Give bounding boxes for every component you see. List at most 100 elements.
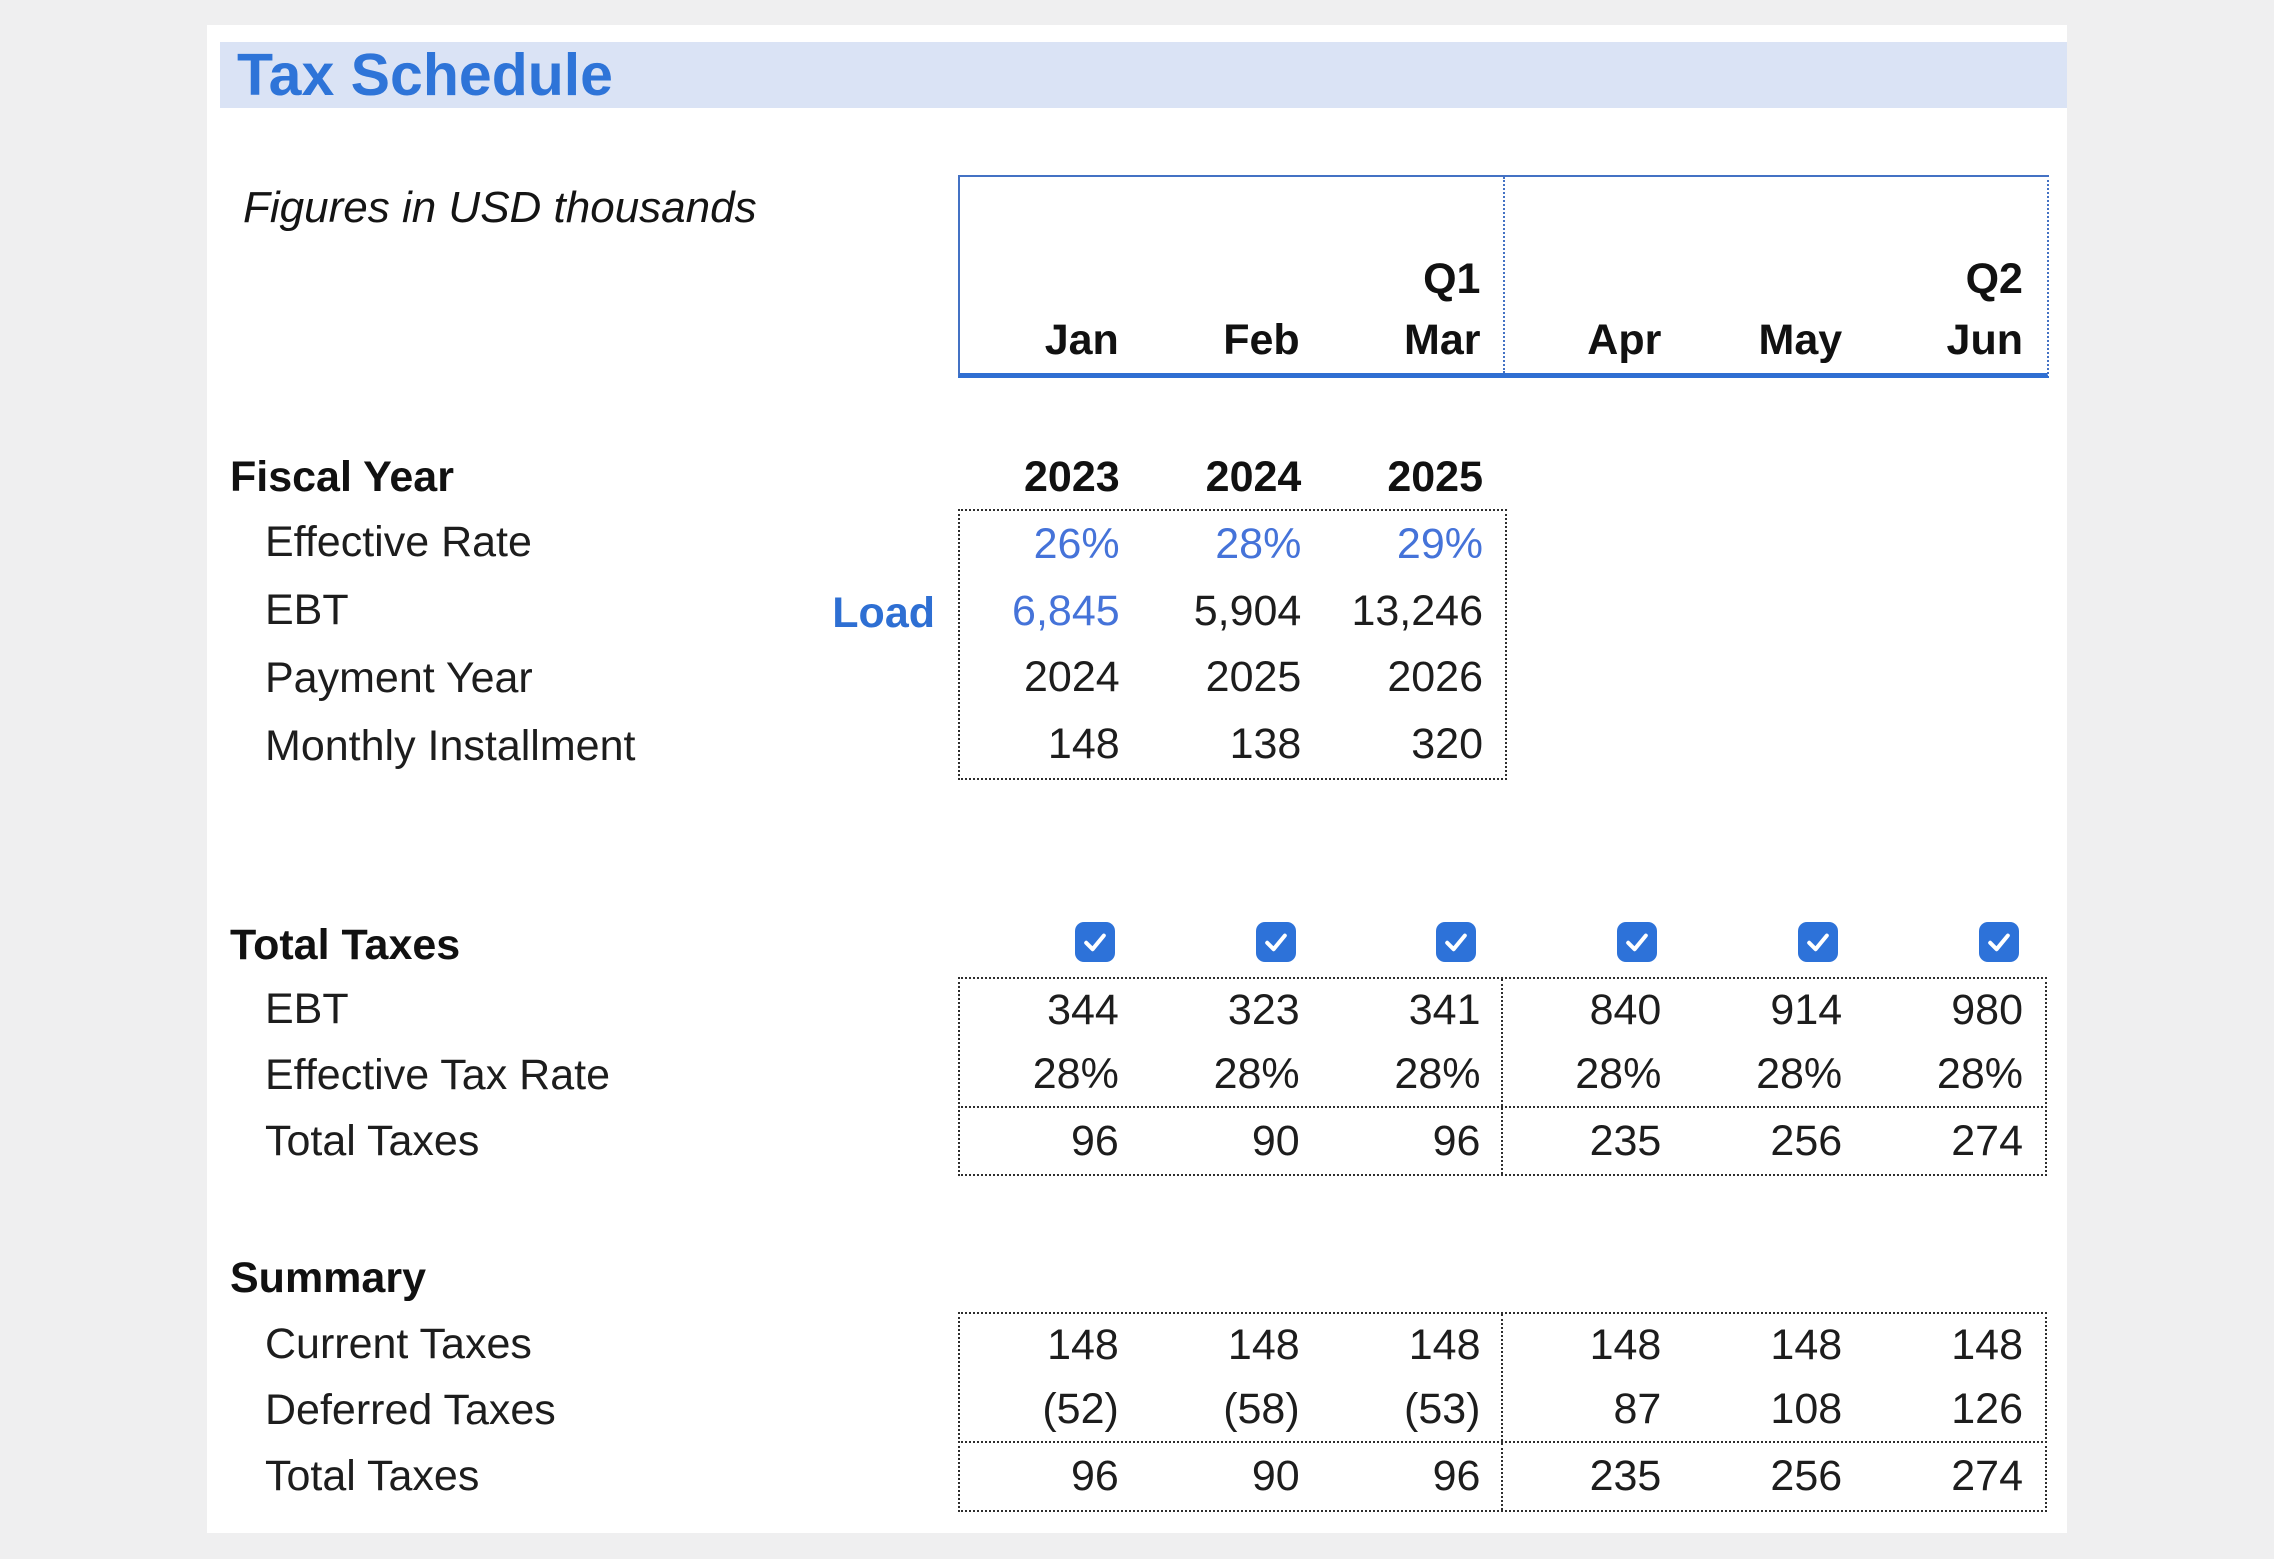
value-cell: 148 — [1770, 1321, 1843, 1370]
value-cell: 840 — [1589, 986, 1662, 1035]
value-cell[interactable]: 26% — [1033, 519, 1120, 568]
value-cell: 148 — [1408, 1321, 1481, 1370]
month-label-jun: Jun — [1946, 315, 2023, 364]
value-cell: 148 — [1951, 1321, 2023, 1370]
month-checkbox-may[interactable] — [1798, 922, 1839, 962]
month-label-jan: Jan — [1044, 315, 1119, 364]
year-label-2023: 2023 — [1023, 452, 1120, 501]
value-cell: 28% — [1936, 1049, 2023, 1098]
value-cell: 13,246 — [1351, 586, 1483, 635]
value-cell: (52) — [1042, 1384, 1119, 1433]
quarter-divider — [1503, 177, 1505, 373]
total-taxes-row-labels: EBT Effective Tax Rate — [265, 977, 610, 1108]
quarter-label-q2: Q2 — [1965, 254, 2023, 303]
value-cell: 2024 — [1023, 653, 1120, 702]
fiscal-year-data-box: 26% 28% 29% 6,845 5,904 13,246 2024 2025… — [958, 509, 1507, 780]
title-bar: Tax Schedule — [220, 42, 2067, 108]
month-label-feb: Feb — [1223, 315, 1300, 364]
summary-data-box: 148 148 148 148 148 148 (52) (58) (53) 8… — [958, 1312, 2047, 1443]
month-checkbox-jan[interactable] — [1074, 922, 1115, 962]
value-cell: 323 — [1227, 986, 1300, 1035]
value-cell: 235 — [1589, 1452, 1662, 1500]
month-checkbox-mar[interactable] — [1436, 922, 1477, 962]
value-cell: 320 — [1411, 720, 1483, 769]
value-cell: 341 — [1408, 986, 1481, 1035]
checkmark-icon — [1264, 933, 1287, 952]
total-taxes-heading: Total Taxes — [230, 920, 461, 969]
value-cell: 96 — [1070, 1116, 1119, 1165]
row-label-total-taxes: Total Taxes — [265, 1116, 480, 1165]
quarter-label-q1: Q1 — [1423, 254, 1481, 303]
year-label-2024: 2024 — [1205, 452, 1302, 501]
value-cell: 28% — [1394, 1049, 1481, 1098]
value-cell: 256 — [1770, 1452, 1843, 1500]
value-cell: 90 — [1251, 1116, 1300, 1165]
value-cell: 148 — [1047, 720, 1120, 769]
month-checkbox-apr[interactable] — [1617, 922, 1658, 962]
summary-row-labels: Current Taxes Deferred Taxes — [265, 1312, 556, 1443]
value-cell: 256 — [1770, 1116, 1843, 1165]
figures-note: Figures in USD thousands — [243, 183, 757, 232]
months-header: Q1 Q2 Jan Feb Mar Apr May Jun — [958, 175, 2049, 378]
row-label-deferred-taxes: Deferred Taxes — [265, 1385, 556, 1434]
month-label-may: May — [1758, 315, 1843, 364]
page-title: Tax Schedule — [237, 42, 613, 108]
value-cell: 274 — [1951, 1452, 2023, 1500]
month-label-apr: Apr — [1587, 315, 1662, 364]
value-cell: 980 — [1951, 986, 2023, 1035]
load-button[interactable]: Load — [832, 588, 935, 637]
month-checkbox-row — [960, 920, 2045, 964]
checkmark-icon — [1807, 933, 1829, 952]
checkmark-icon — [1626, 933, 1649, 952]
value-cell[interactable]: 28% — [1215, 519, 1302, 568]
value-cell: 108 — [1770, 1384, 1843, 1433]
value-cell: 28% — [1213, 1049, 1300, 1098]
row-label-monthly-installment: Monthly Installment — [265, 721, 636, 770]
value-cell: 148 — [1227, 1321, 1300, 1370]
value-cell: 28% — [1756, 1049, 1843, 1098]
fiscal-row-labels: Effective Rate EBT Payment Year Monthly … — [265, 509, 635, 780]
year-label-2025: 2025 — [1387, 452, 1483, 501]
summary-heading: Summary — [230, 1253, 426, 1302]
row-label-total-taxes: Total Taxes — [265, 1452, 480, 1500]
value-cell: 126 — [1951, 1384, 2023, 1433]
checkmark-icon — [1084, 933, 1106, 952]
q1-q2-divider — [1501, 1314, 1503, 1441]
row-label-effective-tax-rate: Effective Tax Rate — [265, 1050, 610, 1099]
total-taxes-data-box: 344 323 341 840 914 980 28% 28% 28% 28% … — [958, 977, 2047, 1108]
value-cell: 2025 — [1205, 653, 1302, 702]
value-cell: 28% — [1575, 1049, 1662, 1098]
value-cell: 148 — [1589, 1321, 1662, 1370]
value-cell: 96 — [1432, 1452, 1481, 1500]
q1-q2-divider — [1501, 1108, 1503, 1174]
value-cell: 235 — [1589, 1116, 1662, 1165]
row-label-effective-rate: Effective Rate — [265, 518, 532, 567]
q1-q2-divider — [1501, 979, 1503, 1106]
summary-total-box: 96 90 96 235 256 274 — [958, 1441, 2047, 1512]
value-cell: 274 — [1951, 1116, 2023, 1165]
row-label-payment-year: Payment Year — [265, 653, 533, 702]
value-cell: 148 — [1047, 1321, 1119, 1370]
value-cell[interactable]: 6,845 — [1012, 586, 1120, 635]
value-cell: 87 — [1613, 1384, 1662, 1433]
value-cell: (53) — [1404, 1384, 1481, 1433]
q1-q2-divider — [1501, 1443, 1503, 1510]
value-cell: 138 — [1229, 720, 1302, 769]
fiscal-years-row: 2023 2024 2025 — [960, 449, 1505, 505]
fiscal-year-heading: Fiscal Year — [230, 452, 454, 501]
checkmark-icon — [1445, 933, 1468, 952]
summary-total-label: Total Taxes — [265, 1441, 479, 1512]
row-label-current-taxes: Current Taxes — [265, 1320, 532, 1369]
value-cell: 96 — [1432, 1116, 1481, 1165]
month-checkbox-feb[interactable] — [1255, 922, 1296, 962]
value-cell: 96 — [1070, 1452, 1119, 1500]
value-cell: 28% — [1032, 1049, 1119, 1098]
month-row: Jan Feb Mar Apr May Jun — [960, 310, 2045, 370]
value-cell: (58) — [1223, 1384, 1300, 1433]
row-label-ebt: EBT — [265, 586, 349, 635]
month-checkbox-jun[interactable] — [1978, 922, 2019, 962]
value-cell[interactable]: 29% — [1396, 519, 1483, 568]
quarter-row: Q1 Q2 — [960, 249, 2045, 309]
value-cell: 2026 — [1387, 653, 1483, 702]
value-cell: 5,904 — [1193, 586, 1302, 635]
